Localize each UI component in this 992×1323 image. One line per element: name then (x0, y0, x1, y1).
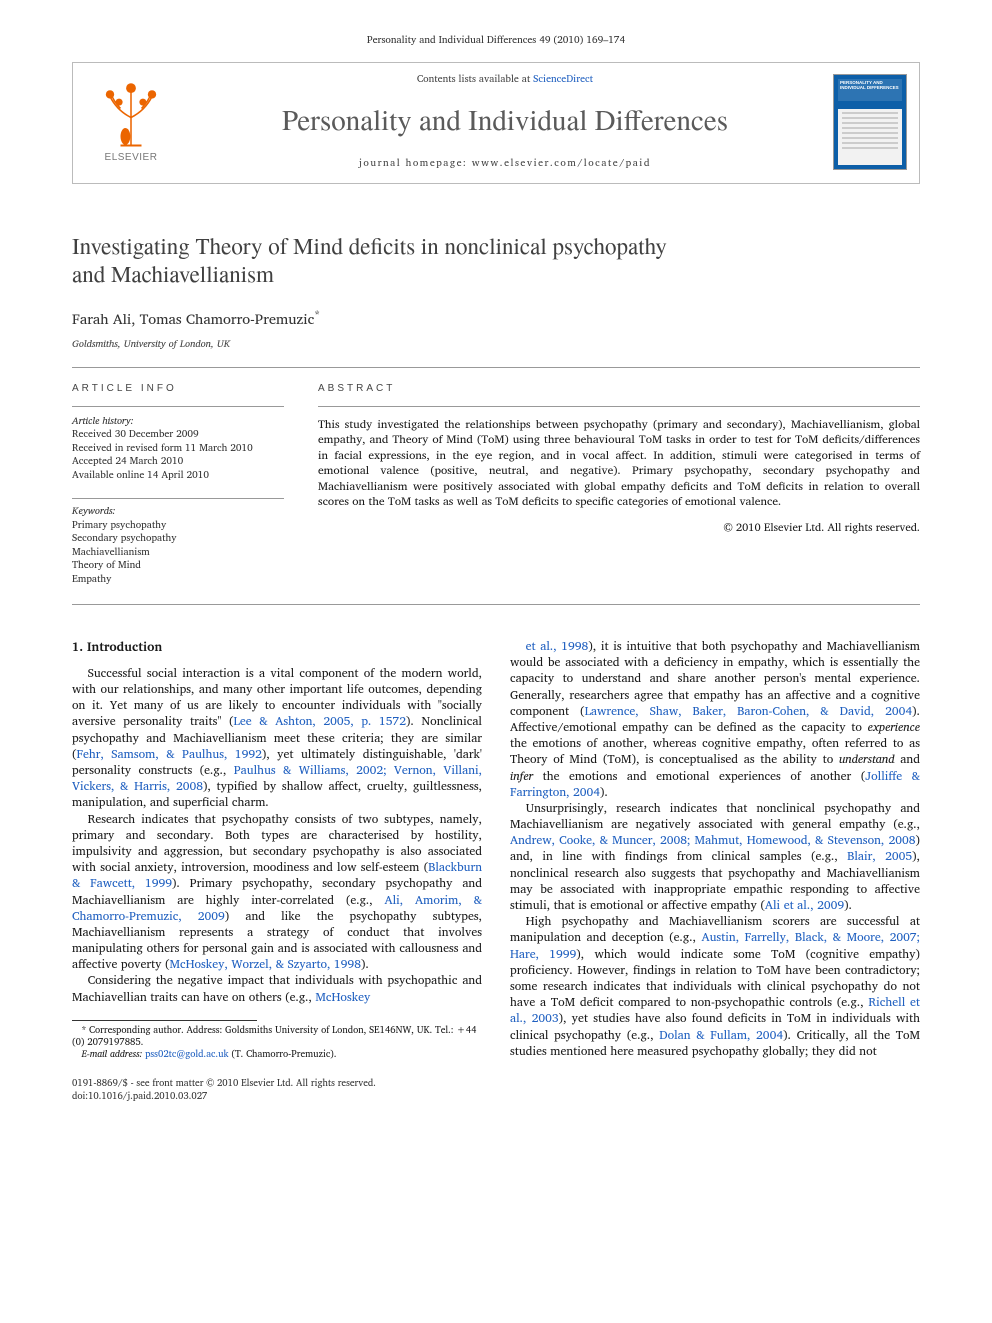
sciencedirect-line: Contents lists available at ScienceDirec… (195, 73, 815, 87)
authors-line: Farah Ali, Tomas Chamorro-Premuzic* (72, 307, 920, 329)
section-heading-introduction: 1. Introduction (72, 639, 482, 656)
citation-link[interactable]: McHoskey (315, 988, 370, 1007)
sd-prefix: Contents lists available at (417, 71, 533, 87)
publisher-logo-block: ELSEVIER (85, 79, 177, 165)
text-run: Research indicates that psychopathy cons… (72, 810, 482, 878)
article-body: 1. Introduction Successful social intera… (72, 639, 920, 1060)
footer-doi-line: doi:10.1016/j.paid.2010.03.027 (72, 1091, 920, 1104)
abstract-copyright: © 2010 Elsevier Ltd. All rights reserved… (318, 520, 920, 535)
title-line-1: Investigating Theory of Mind deficits in… (72, 231, 667, 261)
page-footer: 0191-8869/$ - see front matter © 2010 El… (72, 1078, 920, 1104)
journal-homepage-line: journal homepage: www.elsevier.com/locat… (195, 157, 815, 171)
journal-cover-thumbnail: PERSONALITY AND INDIVIDUAL DIFFERENCES (833, 74, 907, 170)
info-abstract-block: article info Article history: Received 3… (72, 367, 920, 605)
body-paragraph: Research indicates that psychopathy cons… (72, 812, 482, 974)
journal-name: Personality and Individual Differences (195, 100, 815, 139)
history-line: Available online 14 April 2010 (72, 469, 284, 483)
authors-text: Farah Ali, Tomas Chamorro-Premuzic (72, 308, 314, 331)
text-run: Considering the negative impact that ind… (72, 971, 482, 1006)
footnote-email-label: E-mail address: (82, 1047, 143, 1062)
body-paragraph: High psychopathy and Machiavellianism sc… (510, 914, 920, 1060)
text-run: Unsurprisingly, research indicates that … (510, 799, 920, 834)
corresponding-author-mark: * (314, 305, 320, 323)
corresponding-author-footnote: * Corresponding author. Address: Goldsmi… (72, 1025, 482, 1061)
title-line-2: and Machiavellianism (72, 259, 274, 289)
affiliation: Goldsmiths, University of London, UK (72, 338, 920, 352)
running-head: Personality and Individual Differences 4… (72, 34, 920, 48)
abstract-column: abstract This study investigated the rel… (318, 382, 920, 586)
sciencedirect-link[interactable]: ScienceDirect (533, 71, 593, 87)
abstract-text: This study investigated the relationship… (318, 417, 920, 510)
article-title: Investigating Theory of Mind deficits in… (72, 232, 920, 290)
body-paragraph: et al., 1998), it is intuitive that both… (510, 639, 920, 801)
body-paragraph: Considering the negative impact that ind… (72, 973, 482, 1005)
elsevier-tree-icon (96, 79, 166, 149)
journal-masthead: ELSEVIER Contents lists available at Sci… (72, 62, 920, 184)
article-info-heading: article info (72, 382, 284, 396)
publisher-name: ELSEVIER (105, 151, 158, 165)
body-paragraph: Successful social interaction is a vital… (72, 666, 482, 812)
footnote-email-link[interactable]: pss02tc@gold.ac.uk (145, 1047, 229, 1062)
masthead-center: Contents lists available at ScienceDirec… (195, 73, 815, 171)
abstract-heading: abstract (318, 382, 920, 396)
footnote-tail: (T. Chamorro-Premuzic). (229, 1047, 337, 1062)
keyword: Empathy (72, 573, 284, 587)
body-paragraph: Unsurprisingly, research indicates that … (510, 801, 920, 914)
footnote-separator (72, 1020, 257, 1021)
cover-title: PERSONALITY AND INDIVIDUAL DIFFERENCES (840, 81, 906, 91)
article-info-column: article info Article history: Received 3… (72, 382, 284, 586)
